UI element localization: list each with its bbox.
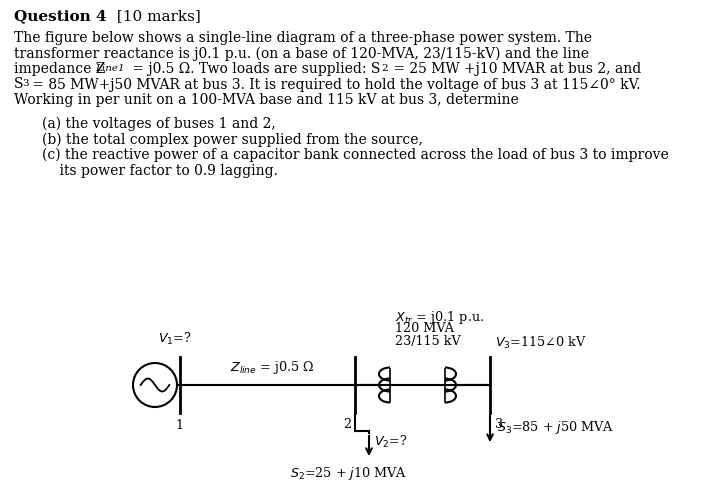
Text: 2: 2 (343, 418, 351, 431)
Text: $S_3$=85 + $j$50 MVA: $S_3$=85 + $j$50 MVA (497, 419, 614, 436)
Text: its power factor to 0.9 lagging.: its power factor to 0.9 lagging. (42, 163, 278, 178)
Text: 1: 1 (176, 419, 184, 432)
Text: $V_3$=115∠0 kV: $V_3$=115∠0 kV (495, 335, 587, 351)
Text: = j0.5 Ω. Two loads are supplied: S: = j0.5 Ω. Two loads are supplied: S (128, 62, 381, 76)
Text: $S_2$=25 + $j$10 MVA: $S_2$=25 + $j$10 MVA (291, 465, 407, 482)
Text: (a) the voltages of buses 1 and 2,: (a) the voltages of buses 1 and 2, (42, 117, 276, 131)
Text: The figure below shows a single-line diagram of a three-phase power system. The: The figure below shows a single-line dia… (14, 31, 592, 45)
Text: $V_1$=?: $V_1$=? (158, 331, 192, 347)
Text: transformer reactance is j0.1 p.u. (on a base of 120-MVA, 23/115-kV) and the lin: transformer reactance is j0.1 p.u. (on a… (14, 46, 589, 61)
Text: = 85 MW+j50 MVAR at bus 3. It is required to hold the voltage of bus 3 at 115∠0°: = 85 MW+j50 MVAR at bus 3. It is require… (28, 78, 640, 92)
Text: 2: 2 (381, 64, 388, 73)
Text: $X_{tr}$ = j0.1 p.u.: $X_{tr}$ = j0.1 p.u. (395, 309, 484, 326)
Text: S: S (14, 78, 23, 92)
Text: = 25 MW +j10 MVAR at bus 2, and: = 25 MW +j10 MVAR at bus 2, and (389, 62, 641, 76)
Text: $V_2$=?: $V_2$=? (374, 434, 407, 450)
Text: [10 marks]: [10 marks] (112, 9, 201, 23)
Text: Line1: Line1 (95, 64, 125, 73)
Text: 3: 3 (22, 80, 28, 88)
Text: impedance Z: impedance Z (14, 62, 105, 76)
Text: $Z_{line}$ = j0.5 Ω: $Z_{line}$ = j0.5 Ω (230, 359, 314, 376)
Text: 120 MVA: 120 MVA (395, 322, 454, 335)
Text: 23/115 kV: 23/115 kV (395, 335, 461, 348)
Text: Working in per unit on a 100-MVA base and 115 kV at bus 3, determine: Working in per unit on a 100-MVA base an… (14, 93, 519, 107)
Text: Question 4: Question 4 (14, 9, 107, 23)
Text: (c) the reactive power of a capacitor bank connected across the load of bus 3 to: (c) the reactive power of a capacitor ba… (42, 148, 668, 163)
Text: (b) the total complex power supplied from the source,: (b) the total complex power supplied fro… (42, 133, 423, 147)
Text: 3: 3 (495, 418, 503, 431)
